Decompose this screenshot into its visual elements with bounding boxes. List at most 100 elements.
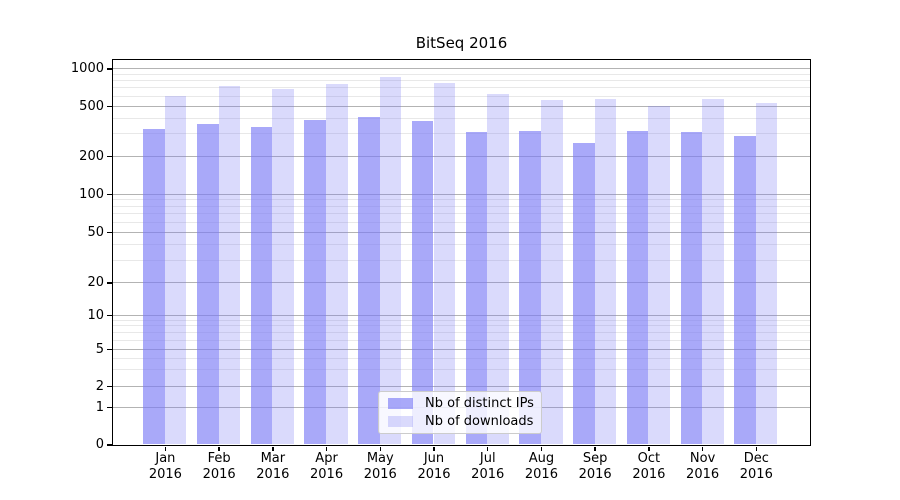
gridline-major xyxy=(112,385,810,387)
y-tick-label: 5 xyxy=(95,341,104,357)
bar-ips-jun-2016 xyxy=(411,121,434,445)
legend-swatch-downloads xyxy=(388,415,413,427)
y-tick-label: 1000 xyxy=(70,61,104,76)
bar-ips-jan-2016 xyxy=(143,128,165,445)
legend-item-downloads: Nb of downloads xyxy=(388,413,534,431)
gridline-minor xyxy=(112,80,810,82)
bar-downloads-jan-2016 xyxy=(164,96,187,445)
x-tick-label: Aug 2016 xyxy=(524,451,558,482)
x-tick-mark xyxy=(325,446,328,451)
gridline-minor xyxy=(112,133,810,135)
y-tick-mark xyxy=(106,444,113,446)
legend-swatch-distinct-ips xyxy=(388,398,413,410)
gridline-minor xyxy=(112,357,810,359)
bar-downloads-apr-2016 xyxy=(326,83,348,445)
bar-downloads-jul-2016 xyxy=(487,94,509,445)
gridline-major xyxy=(112,193,810,195)
gridline-major xyxy=(112,105,810,107)
x-tick-mark xyxy=(433,446,435,451)
bar-downloads-dec-2016 xyxy=(755,102,778,445)
x-tick-label: Jun 2016 xyxy=(417,451,451,482)
bar-ips-dec-2016 xyxy=(734,136,756,445)
y-tick-mark xyxy=(106,155,113,158)
gridline-minor xyxy=(112,319,810,321)
x-tick-mark xyxy=(218,446,220,451)
x-tick-label: Nov 2016 xyxy=(686,451,720,482)
gridline-minor xyxy=(112,87,810,89)
bar-downloads-oct-2016 xyxy=(648,105,670,445)
bar-ips-oct-2016 xyxy=(626,130,649,445)
x-tick-mark xyxy=(540,446,543,451)
x-tick-label: Jul 2016 xyxy=(471,451,505,482)
legend-label-downloads: Nb of downloads xyxy=(425,413,534,429)
x-tick-mark xyxy=(486,446,489,451)
y-tick-label: 100 xyxy=(79,186,104,202)
x-tick-label: May 2016 xyxy=(363,451,397,482)
gridline-minor xyxy=(112,339,810,341)
gridline-minor xyxy=(112,325,810,327)
bar-ips-mar-2016 xyxy=(250,126,273,445)
gridline-minor xyxy=(112,221,810,223)
gridline-minor xyxy=(112,95,810,97)
y-tick-mark xyxy=(106,314,113,317)
x-tick-mark xyxy=(648,446,650,451)
x-tick-label: Oct 2016 xyxy=(632,451,666,482)
x-tick-label: Apr 2016 xyxy=(310,451,344,482)
bar-downloads-nov-2016 xyxy=(702,99,724,445)
gridline-minor xyxy=(112,73,810,75)
gridline-major xyxy=(112,68,810,69)
bar-ips-jul-2016 xyxy=(465,131,488,445)
gridline-major xyxy=(112,282,810,283)
gridline-minor xyxy=(112,331,810,333)
y-tick-label: 50 xyxy=(87,224,104,240)
bar-ips-may-2016 xyxy=(358,117,380,445)
y-tick-label: 200 xyxy=(79,148,104,164)
y-tick-mark xyxy=(106,406,113,409)
bar-downloads-may-2016 xyxy=(379,76,402,445)
plot-area xyxy=(111,58,811,446)
bar-downloads-feb-2016 xyxy=(218,85,241,445)
y-tick-mark xyxy=(106,68,113,70)
x-tick-mark xyxy=(164,446,167,451)
y-tick-mark xyxy=(106,348,113,351)
gridline-minor xyxy=(112,117,810,119)
legend: Nb of distinct IPs Nb of downloads xyxy=(378,391,542,434)
gridline-major xyxy=(112,348,810,350)
bar-downloads-sep-2016 xyxy=(594,98,617,445)
chart-title: BitSeq 2016 xyxy=(415,34,508,52)
gridline-minor xyxy=(112,259,810,261)
x-tick-mark xyxy=(701,446,704,451)
legend-item-distinct-ips: Nb of distinct IPs xyxy=(388,395,534,413)
y-tick-mark xyxy=(106,282,113,284)
x-tick-mark xyxy=(379,446,382,451)
x-tick-label: Dec 2016 xyxy=(739,451,773,482)
x-tick-mark xyxy=(272,446,274,451)
gridline-minor xyxy=(112,205,810,207)
bar-ips-aug-2016 xyxy=(519,130,541,445)
x-tick-label: Sep 2016 xyxy=(578,451,612,482)
gridline-major xyxy=(112,314,810,316)
x-tick-mark xyxy=(755,446,758,451)
bar-ips-apr-2016 xyxy=(304,119,327,445)
gridline-minor xyxy=(112,199,810,201)
x-tick-mark xyxy=(594,446,596,451)
gridline-minor xyxy=(112,369,810,371)
bar-downloads-aug-2016 xyxy=(540,100,563,445)
x-tick-label: Jan 2016 xyxy=(148,451,182,482)
gridline-major xyxy=(112,231,810,233)
y-tick-label: 20 xyxy=(87,275,104,290)
legend-label-distinct-ips: Nb of distinct IPs xyxy=(425,396,534,412)
y-tick-label: 1 xyxy=(95,399,104,415)
bar-downloads-mar-2016 xyxy=(272,89,294,445)
gridline-minor xyxy=(112,243,810,245)
bar-ips-feb-2016 xyxy=(197,123,219,445)
x-tick-label: Feb 2016 xyxy=(202,451,236,482)
gridline-minor xyxy=(112,213,810,215)
bar-ips-sep-2016 xyxy=(573,142,595,445)
y-tick-mark xyxy=(106,105,113,108)
y-tick-label: 0 xyxy=(95,437,104,452)
x-tick-label: Mar 2016 xyxy=(256,451,290,482)
y-tick-label: 2 xyxy=(95,378,104,394)
y-tick-mark xyxy=(106,231,113,234)
